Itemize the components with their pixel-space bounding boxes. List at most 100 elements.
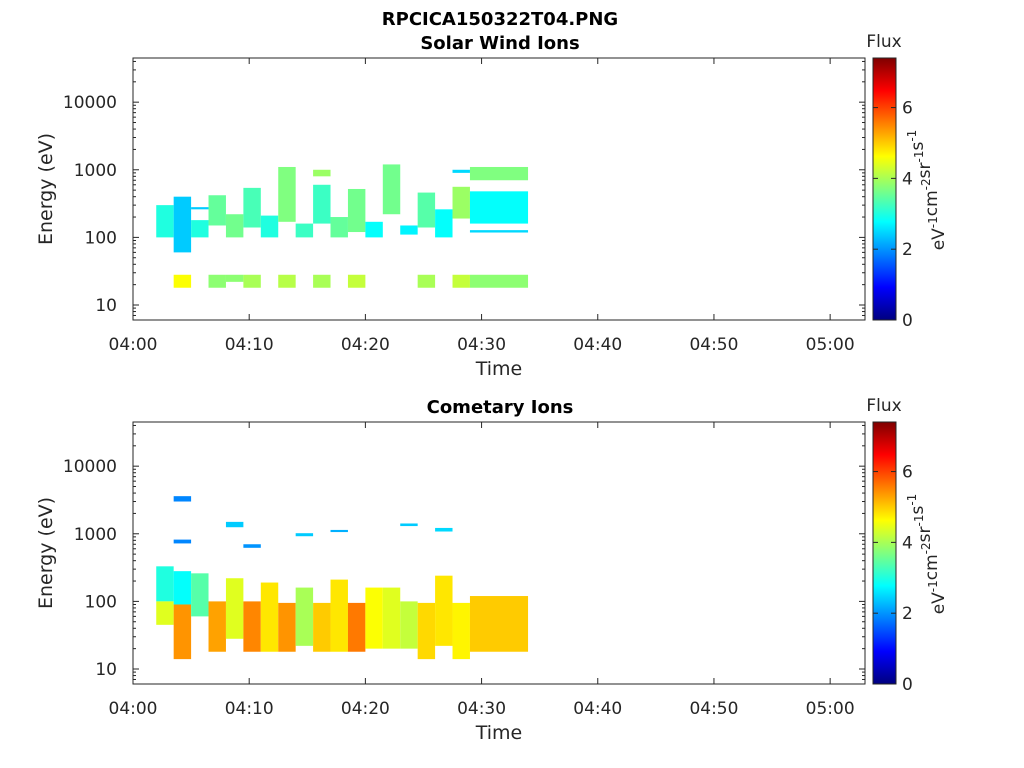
unit-exponent: -1 bbox=[912, 151, 926, 163]
heatmap-cell bbox=[313, 169, 331, 177]
heatmap-cell bbox=[156, 601, 174, 625]
x-tick-label: 04:50 bbox=[689, 335, 738, 355]
heatmap-cell bbox=[330, 217, 348, 238]
heatmap-cell bbox=[469, 166, 529, 181]
heatmap-cell bbox=[173, 196, 192, 253]
colorbar-tick-label: 6 bbox=[902, 463, 913, 483]
heatmap-cell bbox=[295, 587, 314, 646]
heatmap-cell bbox=[382, 587, 401, 649]
x-tick-label: 04:10 bbox=[225, 699, 274, 719]
x-tick-label: 04:10 bbox=[225, 335, 274, 355]
panel-title: Cometary Ions bbox=[427, 397, 574, 418]
heatmap-cell bbox=[452, 186, 470, 219]
heatmap-cell bbox=[173, 274, 192, 288]
x-tick-label: 04:00 bbox=[109, 699, 158, 719]
panel-title: Solar Wind Ions bbox=[420, 33, 579, 54]
heatmap-cell bbox=[365, 587, 383, 649]
colorbar-ticks: 0 2 4 6 bbox=[873, 99, 913, 331]
unit-exponent: -1 bbox=[912, 515, 926, 527]
heatmap-cell bbox=[208, 195, 226, 226]
heatmap-cell bbox=[469, 191, 529, 224]
heatmap-cell bbox=[295, 223, 314, 238]
heatmap-cell bbox=[260, 582, 279, 652]
x-tick-label: 04:30 bbox=[457, 335, 506, 355]
colorbar-tick-label: 6 bbox=[902, 99, 913, 119]
unit-base: cm bbox=[922, 190, 942, 216]
heatmap-cell bbox=[452, 274, 470, 288]
colorbar-label: Flux bbox=[866, 32, 901, 52]
heatmap-cell bbox=[225, 214, 244, 238]
x-tick-label: 05:00 bbox=[806, 335, 855, 355]
heatmap-cell bbox=[435, 527, 453, 532]
heatmap-cell bbox=[417, 274, 436, 288]
heatmap-cell bbox=[208, 274, 226, 288]
heatmap-cell bbox=[208, 601, 226, 652]
heatmap-cell bbox=[417, 192, 436, 228]
heatmap-cell bbox=[243, 274, 261, 288]
heatmap-cell bbox=[365, 221, 383, 238]
heatmap-cell bbox=[191, 573, 209, 617]
heatmap-cell bbox=[225, 274, 244, 282]
unit-base: s bbox=[908, 506, 928, 515]
heatmap-cell bbox=[243, 544, 261, 548]
heatmap-cell bbox=[347, 188, 366, 233]
heatmap-cell bbox=[382, 164, 401, 215]
colorbar-label: Flux bbox=[866, 396, 901, 416]
heatmap-cell bbox=[400, 225, 418, 235]
y-tick-label: 100 bbox=[85, 592, 117, 612]
heatmap-cell bbox=[173, 604, 192, 660]
colorbar-units: eV-1cm-2sr-1s-1 bbox=[905, 494, 949, 615]
unit-base: eV bbox=[929, 228, 949, 250]
y-tick-label: 10 bbox=[95, 660, 117, 680]
heatmap-cell bbox=[225, 578, 244, 639]
colorbar-tick-label: 0 bbox=[902, 311, 913, 331]
colorbar-ticks: 0 2 4 6 bbox=[873, 463, 913, 695]
heatmap-cell bbox=[313, 184, 331, 224]
figure-title: RPCICA150322T04.PNG bbox=[382, 9, 618, 30]
x-tick-label: 04:40 bbox=[573, 335, 622, 355]
heatmap-cell bbox=[330, 529, 348, 533]
heatmap-cells bbox=[156, 164, 529, 288]
heatmap-cell bbox=[469, 596, 529, 652]
heatmap-cell bbox=[469, 230, 529, 233]
heatmap-cell bbox=[191, 207, 209, 210]
y-tick-label: 1000 bbox=[74, 161, 117, 181]
heatmap-cell bbox=[243, 601, 261, 652]
x-tick-label: 04:30 bbox=[457, 699, 506, 719]
x-tick-label: 04:20 bbox=[341, 699, 390, 719]
axis-ticks: 04:00 04:10 04:20 04:30 04:40 04:50 05:00 10 100… bbox=[63, 422, 865, 719]
heatmap-cell bbox=[225, 521, 244, 528]
y-tick-label: 10000 bbox=[63, 457, 117, 477]
x-axis-label: Time bbox=[475, 358, 523, 380]
y-axis-label: Energy (eV) bbox=[35, 497, 57, 609]
unit-base: sr bbox=[915, 162, 935, 178]
colorbar-tick-label: 4 bbox=[902, 533, 913, 553]
heatmap-cell bbox=[278, 274, 296, 288]
x-tick-label: 04:50 bbox=[689, 699, 738, 719]
heatmap-cell bbox=[260, 215, 279, 238]
heatmap-cell bbox=[191, 220, 209, 238]
panel-solar-wind: Solar Wind Ions 04:00 04:10 04:20 04:30 04:4… bbox=[35, 32, 949, 380]
unit-exponent: -1 bbox=[926, 580, 940, 592]
heatmap-cell bbox=[173, 496, 192, 502]
heatmap-cell bbox=[313, 274, 331, 288]
y-tick-label: 10000 bbox=[63, 93, 117, 113]
unit-base: sr bbox=[915, 526, 935, 542]
heatmap-cell bbox=[313, 602, 331, 652]
x-tick-label: 04:40 bbox=[573, 699, 622, 719]
heatmap-cell bbox=[173, 571, 192, 605]
unit-base: cm bbox=[922, 554, 942, 580]
colorbar-tick-label: 4 bbox=[902, 169, 913, 189]
heatmap-cell bbox=[330, 579, 348, 652]
x-tick-label: 04:20 bbox=[341, 335, 390, 355]
heatmap-cell bbox=[278, 602, 296, 652]
axis-ticks: 04:00 04:10 04:20 04:30 04:40 04:50 05:00 10 100… bbox=[63, 58, 865, 355]
heatmap-cell bbox=[435, 209, 453, 238]
y-tick-label: 100 bbox=[85, 228, 117, 248]
y-axis-label: Energy (eV) bbox=[35, 133, 57, 245]
x-tick-label: 04:00 bbox=[109, 335, 158, 355]
y-tick-label: 10 bbox=[95, 296, 117, 316]
colorbar-tick-label: 2 bbox=[902, 240, 913, 260]
unit-exponent: -2 bbox=[919, 542, 933, 554]
heatmap-cell bbox=[347, 602, 366, 652]
